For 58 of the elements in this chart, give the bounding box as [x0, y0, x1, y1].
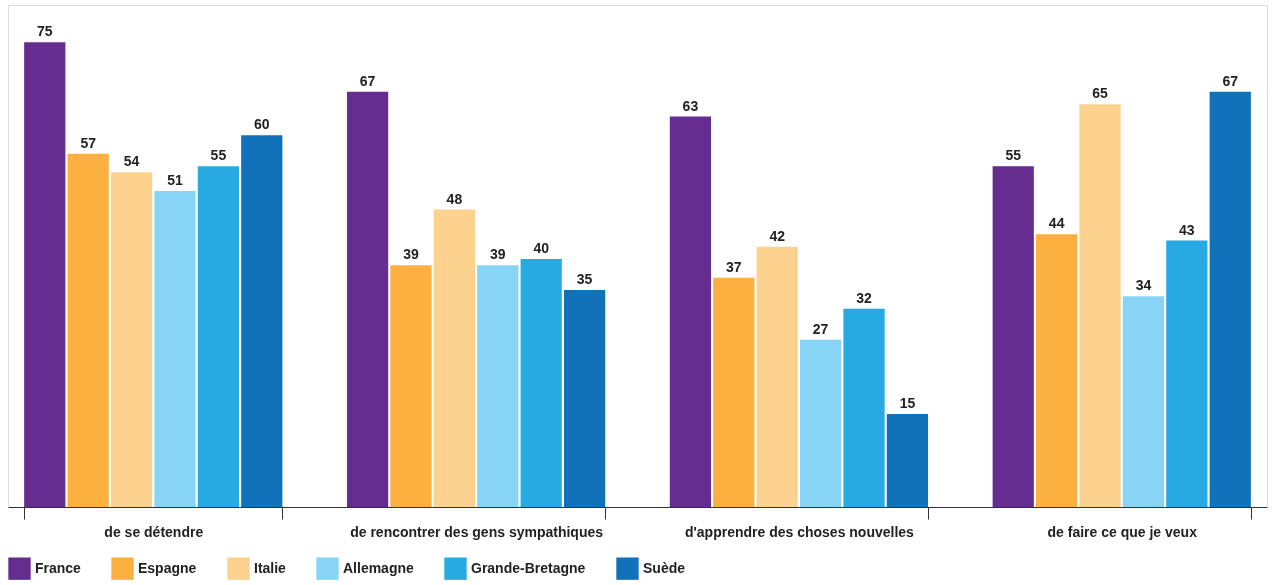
bar: [197, 166, 239, 507]
legend-label: Espagne: [138, 559, 197, 576]
data-label: 15: [899, 395, 916, 412]
data-label: 39: [403, 246, 419, 263]
bar: [110, 172, 153, 507]
data-label: 67: [359, 72, 376, 89]
bar: [1166, 240, 1208, 507]
x-tick-label: d'apprendre des choses nouvelles: [684, 523, 915, 540]
data-label: 39: [490, 246, 506, 263]
data-label: 48: [446, 190, 463, 207]
x-tick-label: de faire ce que je veux: [1047, 523, 1198, 540]
data-label: 43: [1179, 221, 1195, 238]
data-label: 67: [1222, 72, 1239, 89]
bar: [800, 339, 842, 507]
bar: [1122, 296, 1165, 507]
data-label: 27: [812, 320, 829, 337]
bar: [843, 308, 885, 507]
bar: [154, 190, 196, 507]
data-label: 55: [1005, 147, 1022, 164]
legend-label: France: [35, 559, 82, 576]
legend-label: Grande-Bretagne: [471, 559, 586, 576]
bar: [992, 166, 1034, 507]
bar: [241, 135, 283, 507]
x-tick-label: de se détendre: [104, 523, 204, 540]
data-label: 44: [1048, 215, 1065, 232]
bar: [24, 42, 66, 507]
bar: [1209, 91, 1251, 507]
bar: [67, 153, 109, 507]
bar: [669, 116, 712, 507]
bar: [1079, 104, 1121, 507]
data-label: 32: [856, 289, 873, 306]
x-tick-label: de rencontrer des gens sympathiques: [350, 523, 604, 540]
bar: [433, 209, 475, 507]
data-label: 54: [123, 153, 140, 170]
bar: [346, 91, 389, 507]
bar: [477, 265, 519, 507]
legend-label: Allemagne: [343, 559, 415, 576]
data-label: 35: [576, 271, 593, 288]
bar: [713, 277, 755, 507]
data-label: 55: [210, 147, 227, 164]
data-label: 42: [769, 227, 786, 244]
data-label: 57: [80, 134, 97, 151]
bar: [1036, 234, 1078, 507]
data-label: 37: [726, 258, 742, 275]
bar: [886, 414, 929, 507]
data-label: 40: [533, 240, 550, 257]
bar: [520, 259, 562, 507]
data-label: 75: [36, 23, 53, 40]
data-label: 60: [253, 116, 270, 133]
bar: [756, 246, 798, 507]
data-label: 51: [167, 171, 183, 188]
bar: [563, 290, 606, 507]
data-label: 34: [1135, 277, 1152, 294]
data-label: 63: [682, 97, 699, 114]
legend-label: Suède: [643, 559, 686, 576]
bar: [390, 265, 432, 507]
data-label: 65: [1092, 85, 1109, 102]
legend-label: Italie: [254, 559, 287, 576]
